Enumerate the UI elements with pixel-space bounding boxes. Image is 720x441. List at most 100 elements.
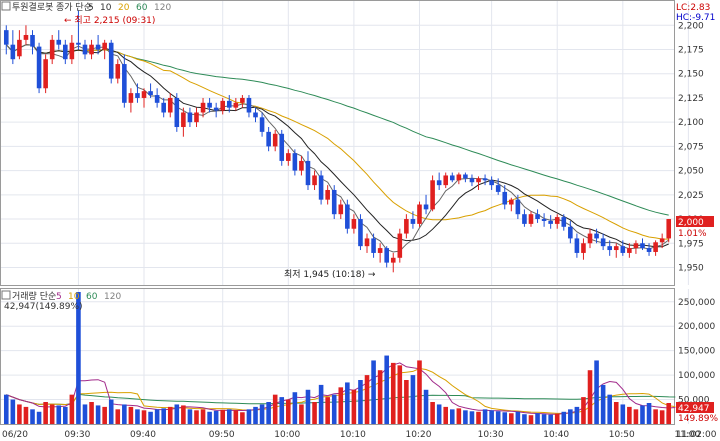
- ma-label: 종가 단순: [56, 2, 92, 13]
- price-tick-label: 2,075: [678, 142, 704, 152]
- candle-body: [358, 219, 363, 247]
- ma-period-label: 10: [100, 3, 112, 13]
- volume-bar: [502, 412, 508, 424]
- price-pane[interactable]: [0, 0, 675, 286]
- candle-body: [338, 204, 344, 215]
- volume-tick-label: 100,000: [678, 371, 715, 381]
- candle-body: [36, 46, 42, 89]
- candle-body: [76, 42, 81, 45]
- last-price-badge: [676, 216, 714, 227]
- collapse-icon[interactable]: [1, 1, 11, 11]
- candle-body: [312, 175, 317, 186]
- candle-body: [23, 34, 29, 40]
- candle-body: [476, 178, 481, 183]
- volume-bar: [128, 406, 134, 424]
- volume-bar: [548, 414, 553, 424]
- candle-body: [167, 97, 173, 113]
- volume-bar: [89, 402, 94, 424]
- candle-body: [495, 185, 501, 192]
- volume-bar: [627, 406, 632, 424]
- candle-body: [181, 112, 186, 128]
- volume-bar: [266, 402, 271, 424]
- volume-ma-period-label: 60: [86, 292, 98, 302]
- time-tick-label: 10:50: [609, 430, 635, 440]
- candle-body: [620, 246, 626, 253]
- volume-bar: [351, 389, 357, 424]
- candle-body: [292, 153, 298, 171]
- candle-body: [404, 219, 409, 234]
- candle-body: [482, 178, 488, 181]
- candle-body: [515, 199, 521, 215]
- volume-bar: [371, 360, 376, 424]
- time-tick-label: 09:40: [130, 430, 156, 440]
- volume-bar: [449, 409, 455, 424]
- candle-body: [89, 44, 94, 55]
- candle-body: [345, 204, 350, 229]
- volume-bar: [122, 404, 127, 424]
- volume-bar: [423, 389, 429, 424]
- candle-body: [390, 257, 396, 263]
- volume-bar: [213, 410, 219, 424]
- candle-body: [633, 243, 639, 249]
- candle-body: [528, 214, 534, 224]
- volume-pct-text: 149.89%: [678, 414, 718, 424]
- candle-body: [600, 238, 606, 247]
- volume-bar: [240, 412, 245, 424]
- candle-body: [128, 93, 134, 103]
- candle-body: [653, 242, 658, 252]
- candle-body: [233, 102, 239, 108]
- volume-bar: [364, 375, 370, 424]
- volume-pane[interactable]: [0, 288, 675, 425]
- candle-body: [43, 59, 48, 89]
- candle-body: [108, 42, 114, 79]
- volume-bar: [161, 408, 166, 424]
- lc-readout: LC:2.83: [676, 3, 710, 13]
- candle-body: [351, 219, 357, 229]
- volume-bar: [607, 394, 612, 424]
- volume-bar: [495, 411, 501, 424]
- volume-collapse-icon[interactable]: [1, 290, 11, 300]
- volume-bar: [535, 413, 540, 424]
- volume-bar: [404, 380, 409, 424]
- volume-bar: [528, 415, 534, 424]
- time-tick-label: 10:30: [478, 430, 504, 440]
- volume-bar: [17, 404, 22, 424]
- volume-bar: [384, 355, 389, 424]
- volume-bar: [246, 409, 252, 424]
- volume-ma-period-label: 5: [56, 292, 62, 302]
- volume-bar: [620, 404, 626, 424]
- candle-body: [646, 248, 652, 252]
- volume-bar: [489, 410, 494, 424]
- candle-body: [161, 102, 166, 113]
- candle-body: [266, 131, 271, 147]
- volume-bar: [135, 409, 140, 424]
- volume-bar: [10, 399, 16, 424]
- volume-bar: [659, 410, 665, 424]
- volume-bar: [456, 408, 462, 424]
- volume-tick-label: 50,000: [678, 396, 710, 406]
- time-tick-label: 10:00: [274, 430, 300, 440]
- candle-body: [548, 220, 553, 224]
- volume-bar: [63, 406, 68, 424]
- candle-body: [666, 219, 672, 239]
- volume-bar: [554, 413, 560, 424]
- candle-body: [364, 238, 370, 247]
- volume-bar: [574, 406, 580, 424]
- volume-bar: [174, 404, 180, 424]
- candle-body: [200, 102, 206, 113]
- volume-bar: [613, 402, 619, 424]
- candle-body: [259, 117, 265, 132]
- volume-bar: [253, 406, 258, 424]
- volume-bar: [200, 409, 206, 424]
- volume-bar: [390, 362, 396, 424]
- volume-value-readout: 42,947(149.89%): [4, 302, 83, 312]
- candle-body: [449, 175, 455, 181]
- candle-body: [187, 112, 193, 123]
- volume-bar: [299, 404, 304, 424]
- volume-bar: [148, 411, 153, 424]
- volume-bar: [436, 404, 442, 424]
- volume-bar: [312, 402, 317, 424]
- candle-body: [502, 191, 508, 205]
